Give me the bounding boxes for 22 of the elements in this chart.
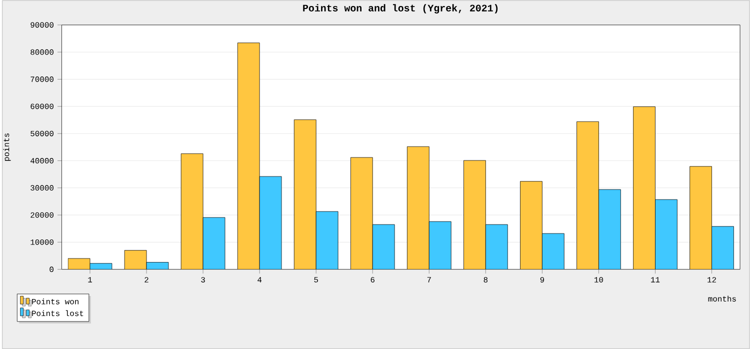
bar <box>598 189 621 270</box>
bar <box>407 146 430 270</box>
bar <box>655 199 678 270</box>
bar <box>520 181 542 270</box>
bar <box>372 224 395 270</box>
chart-title: Points won and lost (Ygrek, 2021) <box>303 4 498 14</box>
bar <box>203 217 225 270</box>
bar <box>633 106 656 270</box>
bar <box>429 221 452 270</box>
bar <box>464 160 486 270</box>
bar <box>690 166 712 270</box>
bar <box>181 154 204 270</box>
bar <box>124 250 147 270</box>
bar <box>260 176 282 270</box>
bar <box>238 42 260 270</box>
bar <box>294 120 316 270</box>
bar <box>542 233 564 270</box>
bar <box>350 157 373 270</box>
bar <box>316 211 338 270</box>
bar <box>576 122 599 270</box>
bar <box>712 226 734 270</box>
bar <box>486 224 508 270</box>
